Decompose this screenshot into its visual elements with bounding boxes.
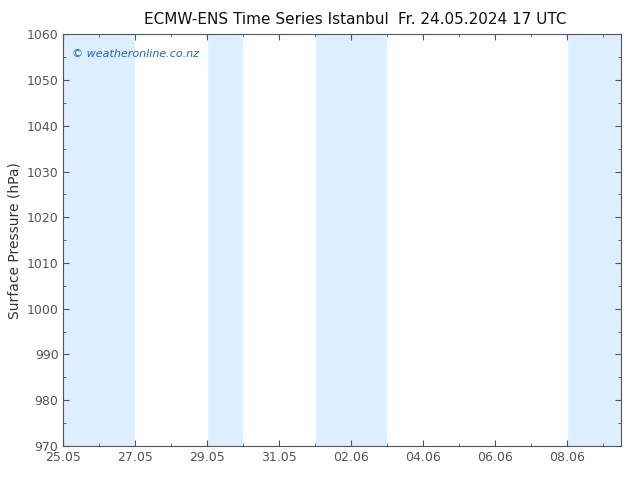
Text: © weatheronline.co.nz: © weatheronline.co.nz xyxy=(72,49,199,59)
Bar xyxy=(243,34,315,446)
Text: Fr. 24.05.2024 17 UTC: Fr. 24.05.2024 17 UTC xyxy=(398,12,566,27)
Bar xyxy=(136,34,207,446)
Y-axis label: Surface Pressure (hPa): Surface Pressure (hPa) xyxy=(7,162,21,318)
Bar xyxy=(387,34,567,446)
Text: ECMW-ENS Time Series Istanbul: ECMW-ENS Time Series Istanbul xyxy=(144,12,389,27)
